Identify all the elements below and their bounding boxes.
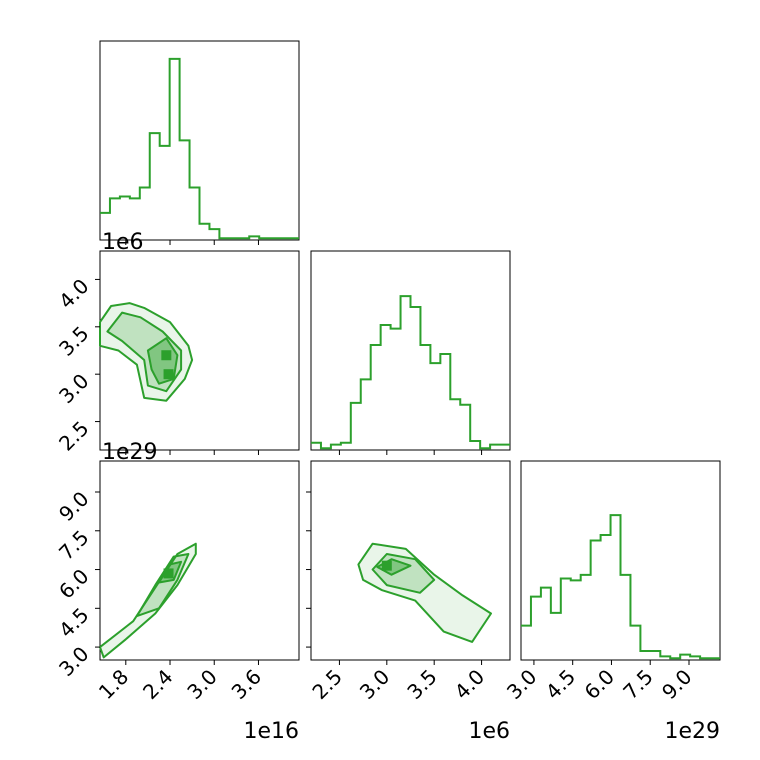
y-tick-label-2-4: 9.0 xyxy=(54,487,93,526)
x-tick-label-1-3: 4.0 xyxy=(450,665,489,704)
x-offset-label-2: 1e29 xyxy=(664,719,720,744)
x-tick-label-2-4: 9.0 xyxy=(657,665,696,704)
x-tick-label-1-0: 2.5 xyxy=(307,665,346,704)
density-peak-2-0-0 xyxy=(163,568,174,579)
contour-level-0-2-1 xyxy=(357,542,492,643)
y-tick-label-1-2: 3.5 xyxy=(54,321,93,360)
x-tick-label-2-0: 3.0 xyxy=(502,665,541,704)
density-peak-1-0-0 xyxy=(163,369,174,380)
y-tick-label-2-0: 3.0 xyxy=(54,642,93,681)
panel-frame-0-0 xyxy=(99,40,300,241)
panel-frame-1-1 xyxy=(310,250,511,451)
y-offset-label-1: 1e6 xyxy=(102,230,144,255)
panel-frame-2-1 xyxy=(310,460,511,661)
x-tick-label-1-1: 3.0 xyxy=(355,665,394,704)
contour-level-1-1-0 xyxy=(106,311,183,393)
histogram-0 xyxy=(100,57,299,240)
x-tick-label-2-3: 7.5 xyxy=(618,665,657,704)
x-tick-label-0-1: 2.4 xyxy=(138,665,177,704)
x-tick-label-0-0: 1.8 xyxy=(94,665,133,704)
panel-frame-2-0 xyxy=(99,460,300,661)
density-peak-1-0-1 xyxy=(161,350,172,361)
y-tick-label-1-3: 4.0 xyxy=(54,274,93,313)
x-tick-label-2-1: 4.5 xyxy=(541,665,580,704)
density-peak-2-1-0 xyxy=(381,560,392,571)
histogram-1 xyxy=(311,295,510,450)
y-tick-label-1-0: 2.5 xyxy=(54,416,93,455)
x-tick-label-0-2: 3.0 xyxy=(182,665,221,704)
y-offset-label-2: 1e29 xyxy=(102,440,158,465)
x-offset-label-1: 1e6 xyxy=(468,719,510,744)
x-tick-label-2-2: 6.0 xyxy=(580,665,619,704)
x-tick-label-0-3: 3.6 xyxy=(227,665,266,704)
x-tick-label-1-2: 3.5 xyxy=(402,665,441,704)
y-tick-label-2-2: 6.0 xyxy=(54,564,93,603)
y-tick-label-1-1: 3.0 xyxy=(54,369,93,408)
panel-frame-1-0 xyxy=(99,250,300,451)
histogram-2 xyxy=(521,514,720,660)
x-offset-label-0: 1e16 xyxy=(243,719,299,744)
y-tick-label-2-1: 4.5 xyxy=(54,603,93,642)
y-tick-label-2-3: 7.5 xyxy=(54,525,93,564)
panel-frame-2-2 xyxy=(520,460,721,661)
contour-level-1-2-0 xyxy=(135,553,190,618)
